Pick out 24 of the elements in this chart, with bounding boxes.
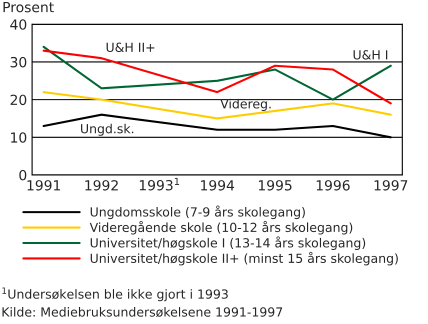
x-tick-label: 1996 — [316, 180, 350, 191]
y-tick-label: 10 — [11, 132, 26, 143]
line-series — [42, 91, 392, 120]
legend-label: Videregående skole (10-12 års skolegang) — [90, 220, 352, 235]
x-tick-label: 1991 — [28, 180, 60, 191]
y-axis-title: Prosent — [4, 2, 54, 12]
y-tick-label: 30 — [10, 56, 26, 68]
y-tick-label: 40 — [10, 19, 26, 30]
annotation: Ungd.sk. — [81, 124, 134, 136]
legend-label: Ungdomsskole (7-9 års skolegang) — [90, 206, 305, 220]
legend-label: Universitet/høgskole II+ (minst 15 års skolegang) — [90, 252, 398, 266]
x-tick-label: 1993$^{1}$ — [140, 178, 180, 190]
annotation: Videreg. — [220, 98, 271, 111]
annotation: U&H II+ — [106, 42, 154, 52]
x-tick-label: 1994 — [201, 180, 234, 191]
x-tick-label: 1997 — [374, 180, 408, 191]
text: Kilde: Mediebruksundersøkelsene 1991-1997 — [2, 307, 282, 318]
text: $^{1}$Undersøkelsen ble ikke gjort i 1993 — [2, 287, 228, 302]
x-tick-label: 1995 — [258, 180, 292, 191]
legend-label: Universitet/høgskole I (13-14 års skolegang) — [90, 236, 366, 250]
annotation: U&H I — [354, 50, 388, 60]
y-tick-label: 20 — [10, 94, 26, 106]
y-tick-label: 0 — [19, 170, 26, 180]
x-tick-label: 1992 — [85, 180, 118, 191]
